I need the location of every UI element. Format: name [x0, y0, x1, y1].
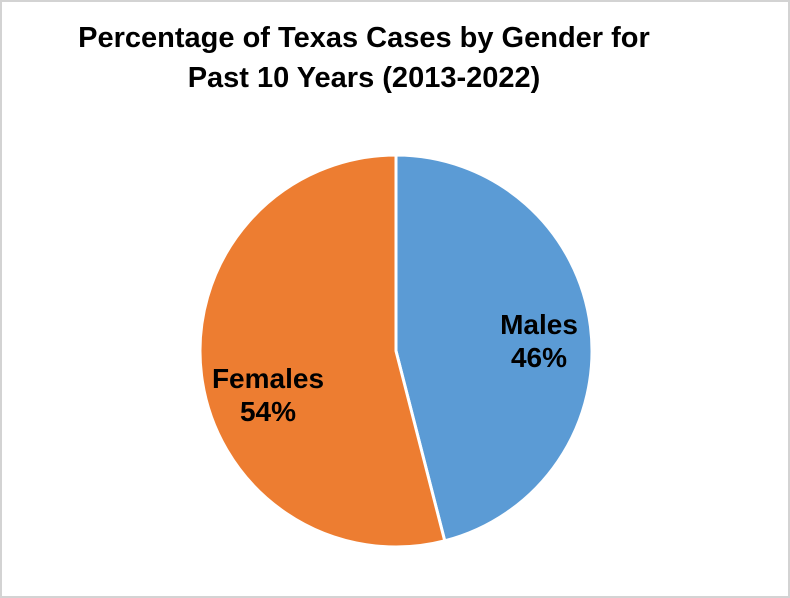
pie-slice-males [394, 153, 594, 543]
pie-label-females: Females 54% [212, 363, 324, 427]
chart-title-line-2: Past 10 Years (2013-2022) [187, 62, 541, 94]
chart-title: Percentage of Texas Cases by Gender for … [2, 18, 726, 98]
pie-label-males: Males 46% [500, 309, 578, 373]
pie-slice-females [198, 153, 447, 549]
chart-title-line-1: Percentage of Texas Cases by Gender for [78, 22, 650, 54]
